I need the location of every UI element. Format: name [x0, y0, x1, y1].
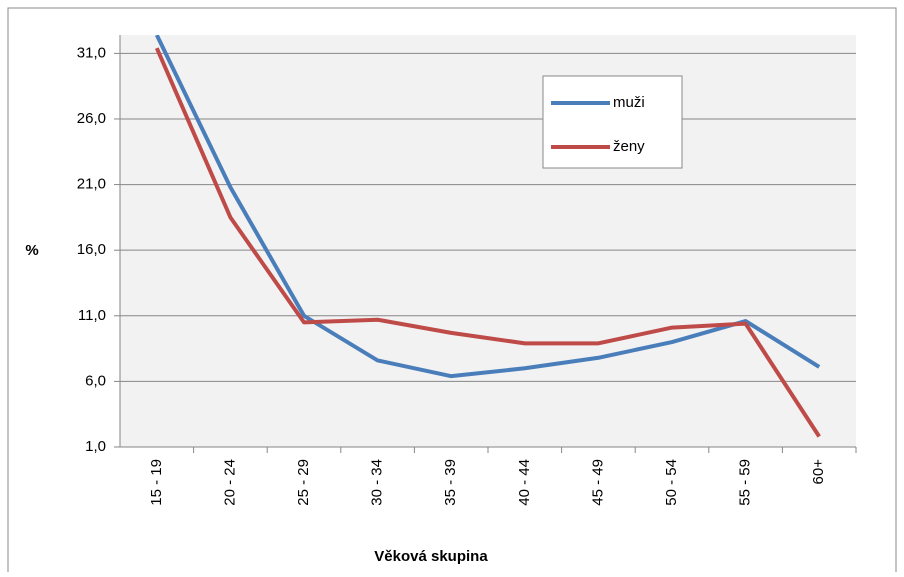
x-tick-label: 60+: [810, 459, 827, 485]
series-line: [154, 35, 821, 379]
x-tick-label: 55 - 59: [737, 459, 754, 506]
y-tick-label: 16,0: [77, 241, 106, 258]
y-tick-label: 21,0: [77, 176, 106, 193]
x-tick-label: 30 - 34: [369, 459, 386, 506]
x-tick-label: 25 - 29: [295, 459, 312, 506]
plot-area: [120, 35, 856, 447]
x-tick-label: 20 - 24: [221, 459, 238, 506]
y-tick-label: 31,0: [77, 44, 106, 61]
y-tick-label: 1,0: [85, 438, 106, 455]
x-axis-label: Věková skupina: [374, 548, 488, 565]
x-tick-label: 45 - 49: [589, 459, 606, 506]
x-tick-label: 50 - 54: [663, 459, 680, 506]
legend-label: muži: [613, 94, 645, 111]
y-tick-label: 11,0: [78, 307, 106, 324]
x-tick-label: 35 - 39: [442, 459, 459, 506]
y-axis-label: %: [25, 242, 38, 259]
y-tick-label: 6,0: [85, 372, 106, 389]
x-tick-label: 40 - 44: [516, 459, 533, 506]
legend-box: [542, 75, 683, 169]
y-tick-label: 26,0: [77, 110, 106, 127]
x-tick-label: 15 - 19: [148, 459, 165, 506]
legend-label: ženy: [613, 138, 645, 155]
series-line: [154, 47, 821, 438]
